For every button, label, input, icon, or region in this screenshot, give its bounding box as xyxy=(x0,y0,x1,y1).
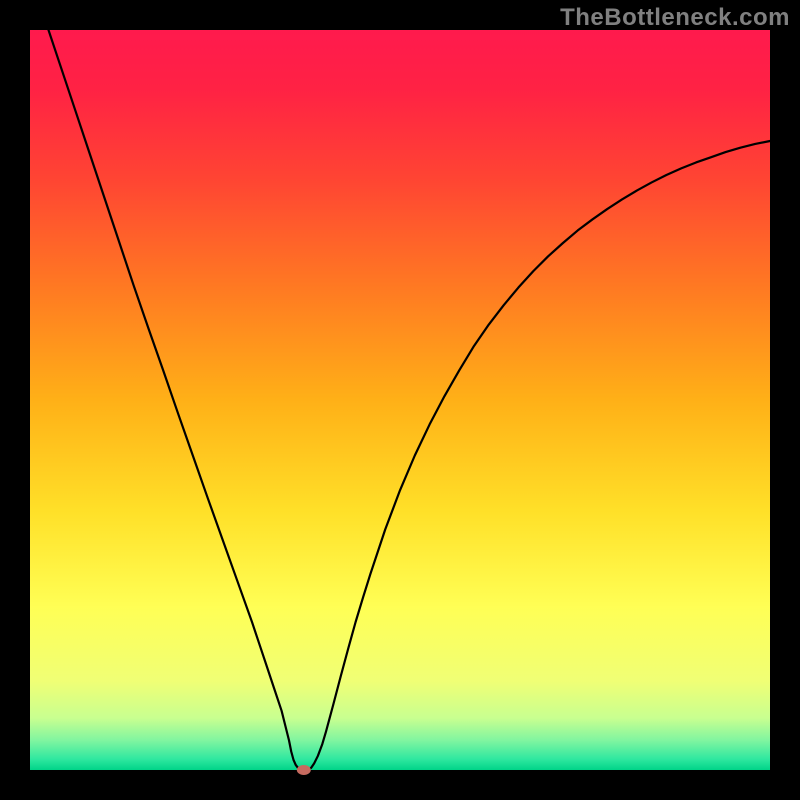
watermark-text: TheBottleneck.com xyxy=(560,4,790,32)
bottleneck-chart xyxy=(0,0,800,800)
chart-container: TheBottleneck.com xyxy=(0,0,800,800)
optimal-point-marker xyxy=(297,765,311,775)
plot-background xyxy=(30,30,770,770)
